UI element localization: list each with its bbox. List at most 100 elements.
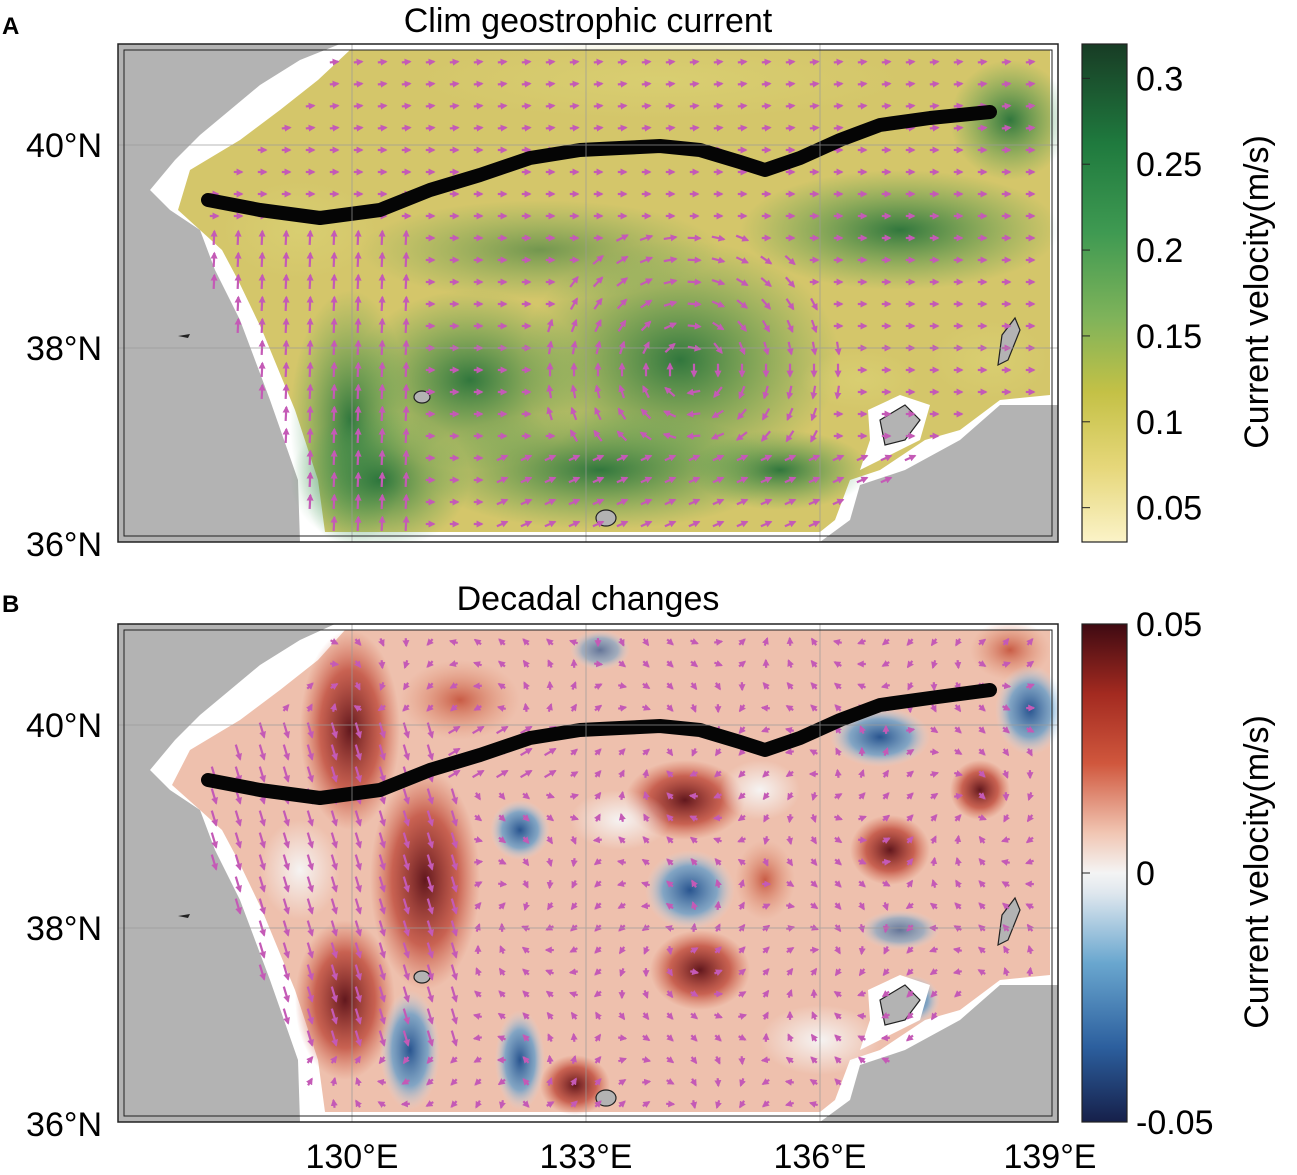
current-vector-arrow (448, 660, 459, 667)
current-vector-arrow (954, 726, 962, 734)
current-vector-arrow (593, 80, 604, 88)
current-vector-arrow (784, 498, 797, 506)
current-vector-arrow (520, 747, 533, 757)
current-vector-arrow (330, 295, 338, 312)
current-vector-arrow (521, 124, 532, 132)
current-vector-arrow (473, 1056, 482, 1063)
current-vector-arrow (642, 768, 650, 778)
current-vector-arrow (906, 770, 915, 778)
current-vector-arrow (401, 124, 412, 132)
current-vector-arrow (640, 320, 652, 332)
current-vector-arrow (497, 58, 508, 66)
current-vector-arrow (618, 384, 626, 399)
current-vector-arrow (402, 471, 410, 488)
current-vector-arrow (666, 792, 674, 800)
current-vector-arrow (810, 1033, 818, 1042)
current-vector-arrow (594, 791, 602, 800)
current-vector-arrow (857, 80, 868, 88)
current-vector-arrow (353, 124, 364, 132)
current-vector-arrow (450, 942, 458, 959)
current-vector-arrow (690, 990, 699, 997)
current-vector-arrow (905, 1034, 914, 1042)
current-vector-arrow (354, 295, 362, 312)
current-vector-arrow (881, 80, 892, 88)
current-vector-arrow (881, 660, 890, 667)
current-vector-arrow (210, 229, 218, 246)
current-vector-arrow (378, 832, 386, 849)
current-vector-arrow (691, 879, 698, 888)
current-vector-arrow (546, 1077, 553, 1086)
current-vector-arrow (545, 58, 556, 66)
current-vector-arrow (616, 498, 629, 506)
current-vector-arrow (1002, 682, 1012, 690)
current-vector-arrow (642, 385, 650, 399)
current-vector-arrow (546, 1101, 555, 1108)
current-vector-arrow (809, 124, 820, 132)
current-vector-arrow (785, 80, 796, 88)
current-vector-arrow (1025, 58, 1036, 66)
current-vector-arrow (522, 880, 529, 889)
current-vector-arrow (906, 792, 914, 800)
current-vector-arrow (833, 58, 844, 66)
current-vector-arrow (568, 498, 581, 506)
current-vector-arrow (330, 493, 338, 510)
current-vector-arrow (785, 770, 794, 778)
current-vector-arrow (786, 319, 794, 334)
current-vector-arrow (1026, 944, 1034, 955)
current-vector-arrow (662, 410, 677, 418)
current-vector-arrow (690, 947, 699, 954)
current-vector-arrow (448, 769, 461, 779)
current-vector-arrow (306, 942, 314, 959)
current-vector-arrow (666, 770, 674, 778)
current-vector-arrow (570, 748, 578, 756)
current-vector-arrow (737, 320, 747, 332)
current-vector-arrow (354, 810, 362, 827)
current-vector-arrow (929, 946, 938, 953)
current-vector-arrow (810, 682, 818, 690)
panel-a-colorbar-label: Current velocity(m/s) (1238, 135, 1276, 449)
current-vector-arrow (521, 946, 530, 954)
current-vector-arrow (329, 58, 340, 66)
current-vector-arrow (762, 989, 770, 998)
current-vector-arrow (354, 1030, 362, 1047)
current-vector-arrow (929, 902, 938, 910)
current-vector-arrow (617, 902, 626, 909)
current-vector-arrow (762, 903, 771, 910)
current-vector-arrow (306, 471, 314, 488)
current-vector-arrow (377, 124, 388, 132)
current-vector-arrow (282, 986, 290, 1003)
current-vector-arrow (594, 813, 601, 822)
current-vector-arrow (665, 124, 676, 132)
current-vector-arrow (305, 102, 316, 110)
panel-b-lat-tick-36: 36°N (26, 1106, 102, 1144)
current-vector-arrow (664, 498, 677, 506)
current-vector-arrow (354, 493, 362, 510)
current-vector-arrow (474, 1078, 482, 1086)
current-vector-arrow (882, 880, 891, 887)
current-vector-arrow (306, 449, 314, 466)
current-vector-arrow (425, 58, 436, 66)
current-vector-arrow (402, 810, 410, 827)
current-vector-arrow (234, 876, 242, 893)
current-vector-arrow (521, 58, 532, 66)
current-vector-arrow (282, 229, 290, 246)
current-vector-arrow (616, 298, 628, 310)
current-vector-arrow (570, 1100, 578, 1108)
current-vector-arrow (639, 256, 654, 264)
current-vector-arrow (544, 747, 557, 757)
current-vector-arrow (376, 1078, 386, 1086)
current-vector-arrow (569, 275, 579, 288)
current-vector-arrow (834, 858, 842, 866)
current-vector-arrow (306, 383, 314, 400)
current-vector-arrow (786, 946, 795, 954)
current-vector-arrow (474, 881, 483, 888)
current-vector-arrow (906, 1012, 914, 1020)
current-vector-arrow (643, 813, 650, 822)
current-vector-arrow (640, 498, 653, 506)
current-vector-arrow (978, 835, 986, 844)
current-vector-arrow (402, 317, 410, 334)
current-vector-arrow (354, 251, 362, 268)
current-vector-arrow (738, 1034, 747, 1041)
panel-a-island-sado (997, 316, 1021, 367)
current-vector-arrow (522, 702, 530, 712)
